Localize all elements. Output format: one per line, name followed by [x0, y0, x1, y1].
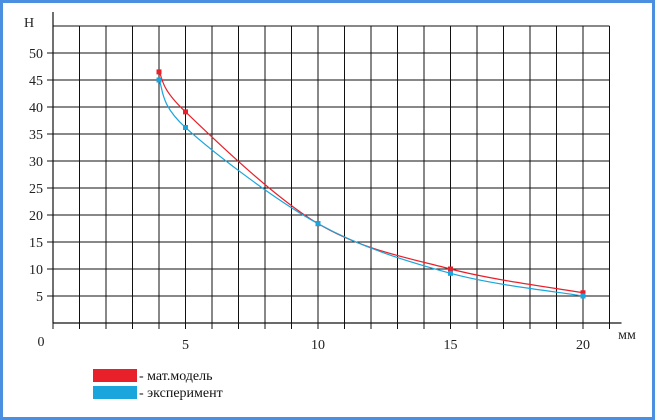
x-tick-label: 10 — [311, 338, 325, 353]
data-point — [315, 221, 321, 227]
data-point — [183, 125, 188, 131]
x-tick-label: 5 — [182, 338, 189, 353]
y-tick-label: 30 — [29, 155, 43, 170]
data-point — [156, 77, 162, 83]
y-tick-label: 40 — [29, 101, 43, 116]
series-experiment — [156, 77, 586, 299]
legend-label: - мат.модель — [139, 369, 213, 384]
origin-label: 0 — [38, 335, 45, 350]
data-point — [448, 270, 453, 276]
data-point — [580, 293, 586, 299]
tick-labels: 5 10 15 20 25 30 35 40 45 50 5 10 15 20 — [29, 47, 590, 353]
legend-swatch — [93, 369, 137, 382]
y-axis-label: Н — [24, 16, 34, 31]
x-axis-label: мм — [618, 328, 636, 343]
data-point — [448, 266, 453, 272]
y-tick-label: 45 — [29, 74, 43, 89]
y-tick-label: 15 — [29, 236, 43, 251]
x-tick-label: 15 — [444, 338, 458, 353]
legend: - мат.модель - эксперимент — [93, 369, 223, 401]
grid — [53, 25, 610, 323]
axes — [47, 12, 622, 329]
legend-label: - эксперимент — [139, 386, 223, 401]
legend-swatch — [93, 386, 137, 399]
y-tick-label: 35 — [29, 128, 43, 143]
y-tick-label: 50 — [29, 47, 43, 62]
x-tick-label: 20 — [576, 338, 590, 353]
y-tick-label: 5 — [36, 290, 43, 305]
data-point — [156, 69, 162, 75]
series-layer — [156, 69, 586, 299]
data-point — [183, 109, 188, 115]
y-tick-label: 20 — [29, 209, 43, 224]
y-tick-label: 10 — [29, 263, 43, 278]
data-point — [580, 290, 586, 296]
y-tick-label: 25 — [29, 182, 43, 197]
